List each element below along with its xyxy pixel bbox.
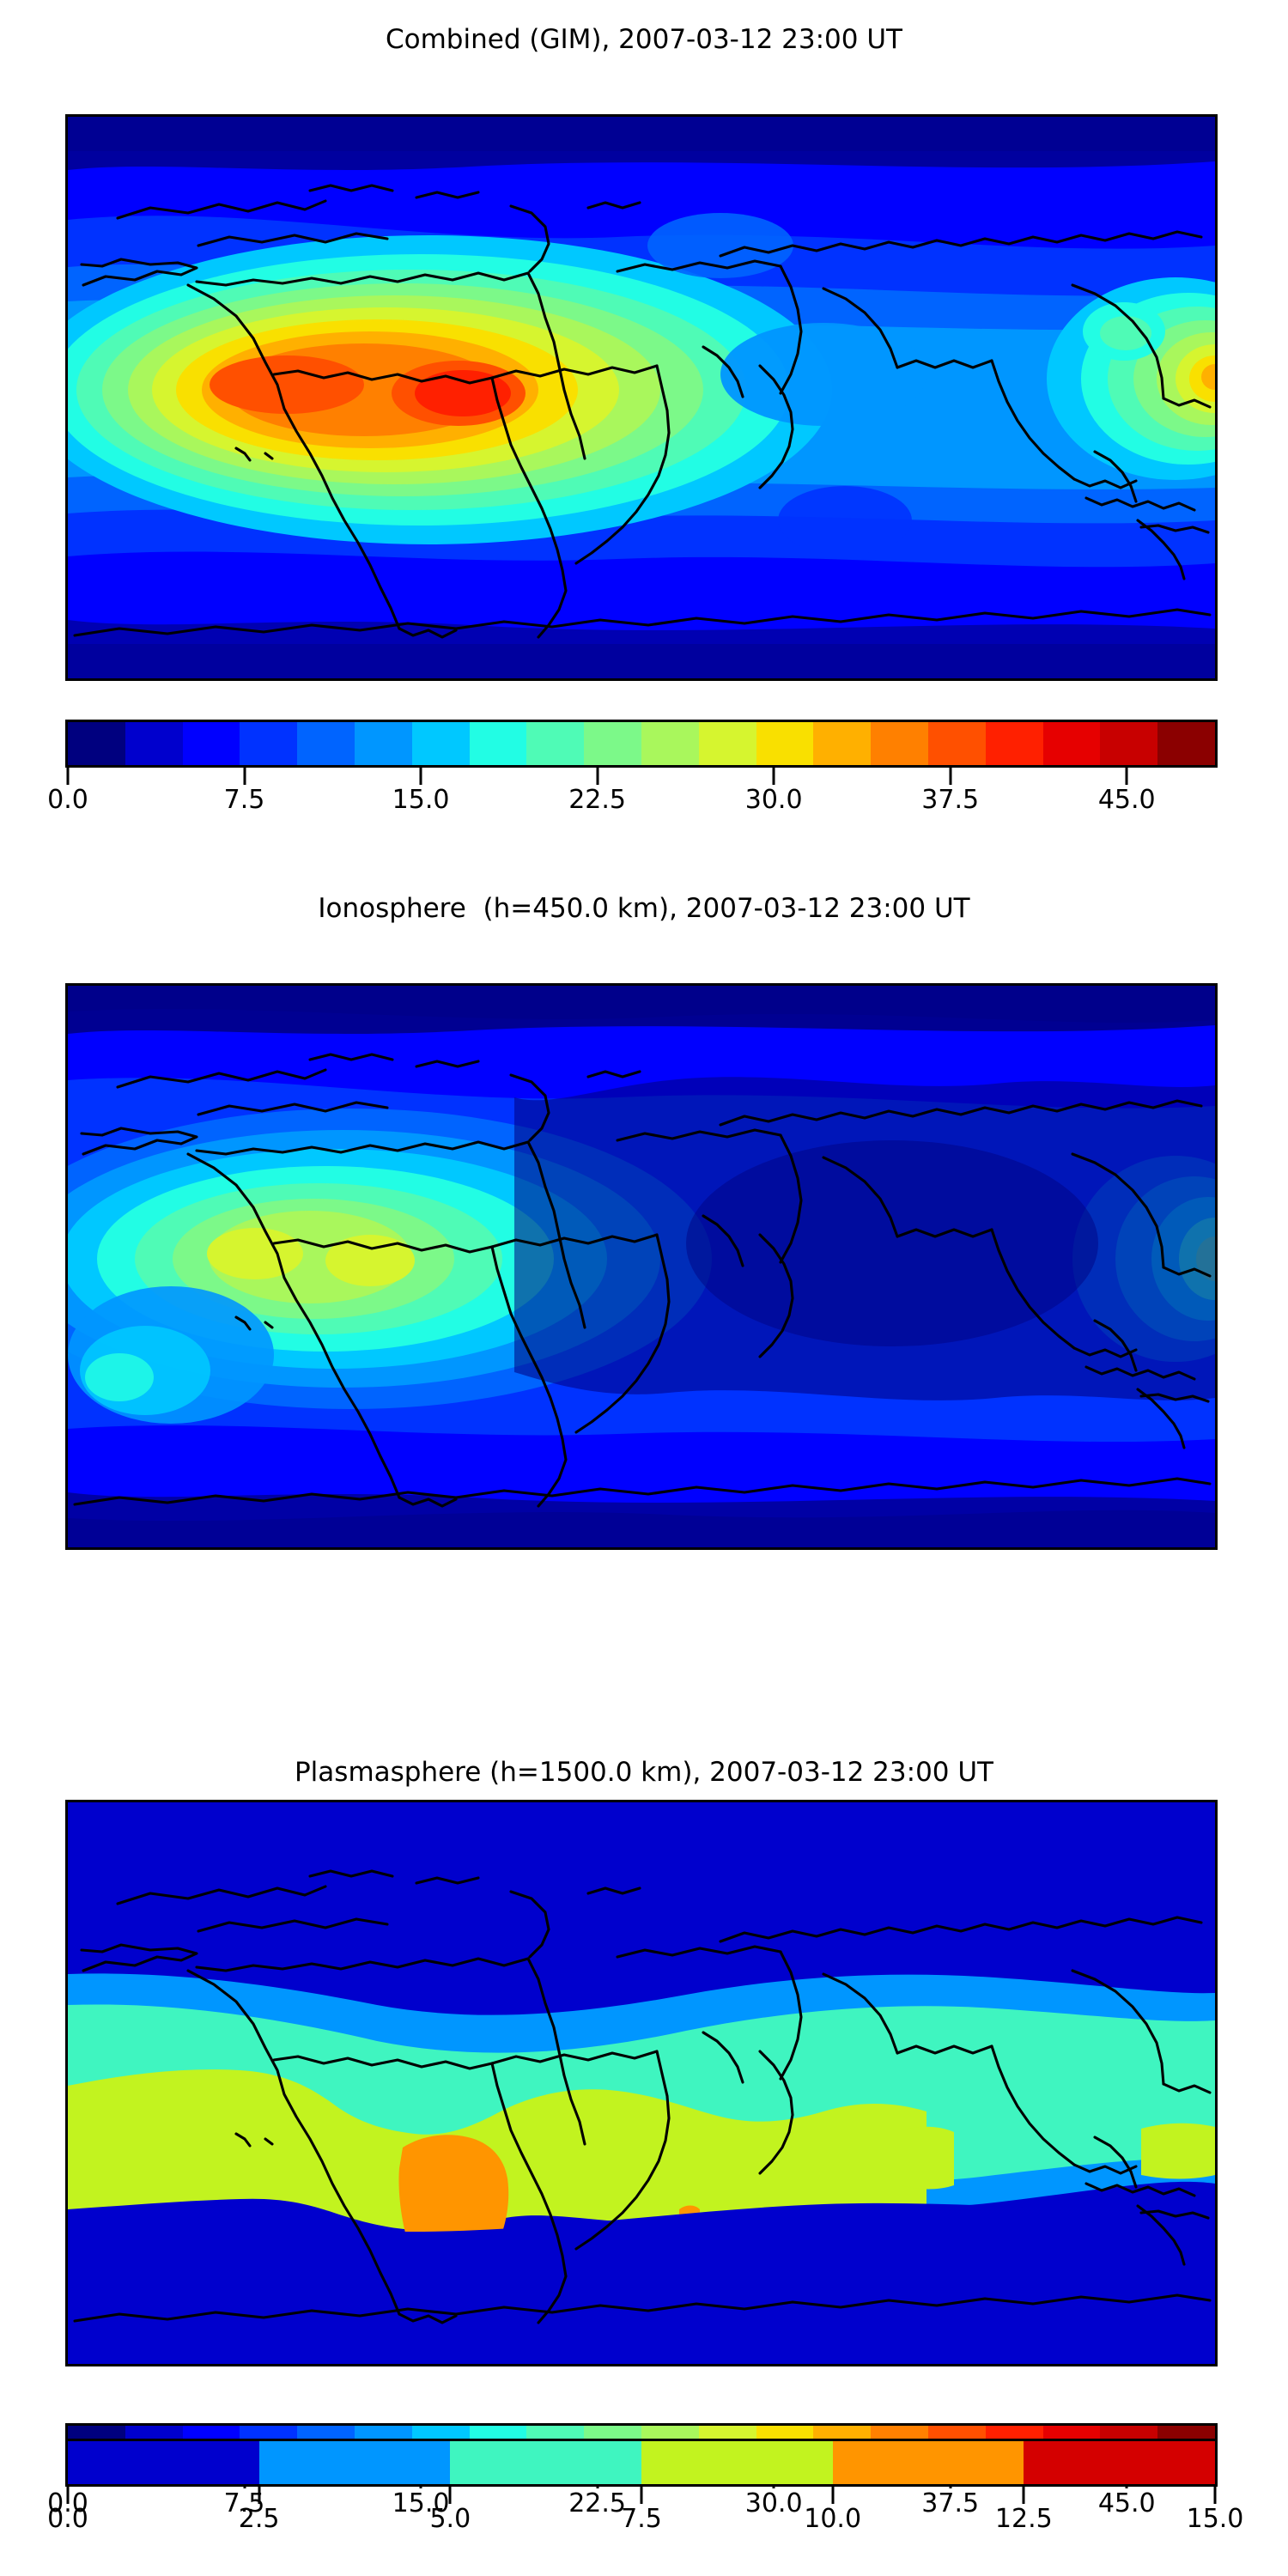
- colorbar-band: [698, 722, 756, 765]
- colorbar-band: [641, 722, 699, 765]
- colorbar-plasmasphere: 0.0 2.5 5.0 7.5 10.0 12.5 15.0: [47, 2439, 1243, 2537]
- colorbar-tick: [596, 768, 599, 785]
- field-svg-combined: [68, 117, 1215, 678]
- colorbar-band: [813, 722, 872, 765]
- colorbar-band: [1024, 2441, 1215, 2484]
- colorbar-tick-label: 2.5: [238, 2504, 280, 2534]
- colorbar-combined-gim: 0.0 7.5 15.0 22.5 30.0 37.5 45.0: [47, 720, 1218, 817]
- colorbar-tick-label: 45.0: [1097, 785, 1156, 815]
- colorbar-tick-label: 0.0: [47, 785, 88, 815]
- colorbar-band: [68, 722, 125, 765]
- colorbar-tick-label: 0.0: [47, 2504, 88, 2534]
- coastlines-combined: [73, 184, 1212, 639]
- coastlines-plasmasphere: [73, 1869, 1212, 2324]
- colorbar-band: [450, 2441, 642, 2484]
- colorbar-band: [1100, 722, 1158, 765]
- colorbar-tick-label: 15.0: [392, 2488, 450, 2518]
- colorbar-band: [871, 722, 928, 765]
- panel-ionosphere: Ionosphere (h=450.0 km), 2007-03-12 23:0…: [0, 859, 1288, 2518]
- colorbar-tick: [831, 2487, 835, 2504]
- colorbar-tick-label: 30.0: [744, 2488, 803, 2518]
- colorbar-tick-label: 12.5: [994, 2504, 1053, 2534]
- colorbar-band: [584, 722, 641, 765]
- colorbar-tick: [1125, 768, 1128, 785]
- colorbar-tick-label: 7.5: [621, 2504, 662, 2534]
- colorbar-band: [354, 722, 412, 765]
- colorbar-tick: [243, 768, 246, 785]
- colorbar-tick-label: 37.5: [921, 785, 980, 815]
- colorbar-band: [927, 722, 986, 765]
- field-svg-ionosphere: [68, 986, 1215, 1547]
- colorbar-tick-label: 45.0: [1097, 2488, 1156, 2518]
- colorbar-strip-plasmasphere: [65, 2439, 1218, 2487]
- map-field-ionosphere: [68, 986, 1215, 1547]
- map-ionosphere: [65, 983, 1218, 1550]
- colorbar-band: [258, 2441, 451, 2484]
- colorbar-tick-label: 10.0: [804, 2504, 862, 2534]
- map-field-combined-gim: [68, 117, 1215, 678]
- colorbar-tick: [448, 2487, 452, 2504]
- colorbar-axis-combined: 0.0 7.5 15.0 22.5 30.0 37.5 45.0: [47, 768, 1218, 817]
- colorbar-band: [1157, 722, 1215, 765]
- colorbar-tick: [772, 768, 775, 785]
- colorbar-band: [68, 2441, 259, 2484]
- coastlines-ionosphere: [73, 1053, 1212, 1508]
- colorbar-band: [297, 722, 355, 765]
- colorbar-tick: [66, 768, 70, 785]
- colorbar-tick-label: 37.5: [921, 2488, 980, 2518]
- colorbar-band: [240, 722, 298, 765]
- map-field-plasmasphere: [68, 1802, 1215, 2364]
- map-plasmasphere: [65, 1800, 1218, 2366]
- colorbar-strip-combined: [65, 720, 1218, 768]
- panel-title-plasmasphere: Plasmasphere (h=1500.0 km), 2007-03-12 2…: [294, 1757, 993, 1788]
- colorbar-tick: [949, 768, 952, 785]
- colorbar-tick-label: 15.0: [1186, 2504, 1244, 2534]
- colorbar-tick: [66, 2487, 70, 2504]
- colorbar-band: [526, 722, 585, 765]
- colorbar-tick-label: 5.0: [429, 2504, 471, 2534]
- colorbar-tick-label: 22.5: [568, 2488, 627, 2518]
- map-combined-gim: [65, 114, 1218, 681]
- colorbar-tick: [1022, 2487, 1025, 2504]
- colorbar-band: [469, 722, 527, 765]
- panel-plasmasphere: Plasmasphere (h=1500.0 km), 2007-03-12 2…: [0, 1731, 1288, 2576]
- colorbar-band: [985, 722, 1043, 765]
- colorbar-band: [411, 722, 470, 765]
- colorbar-band: [182, 722, 240, 765]
- colorbar-tick: [1213, 2487, 1217, 2504]
- colorbar-band: [756, 722, 814, 765]
- colorbar-tick-label: 15.0: [392, 785, 450, 815]
- field-svg-plasmasphere: [68, 1802, 1215, 2364]
- colorbar-tick: [258, 2487, 261, 2504]
- panel-title-combined-gim: Combined (GIM), 2007-03-12 23:00 UT: [386, 24, 902, 55]
- colorbar-tick-label: 7.5: [223, 785, 265, 815]
- colorbar-band: [1042, 722, 1101, 765]
- colorbar-band: [832, 2441, 1024, 2484]
- colorbar-tick-label: 22.5: [568, 785, 627, 815]
- colorbar-band: [641, 2441, 833, 2484]
- panel-title-ionosphere: Ionosphere (h=450.0 km), 2007-03-12 23:0…: [318, 893, 970, 924]
- colorbar-band: [125, 722, 183, 765]
- panel-combined-gim: Combined (GIM), 2007-03-12 23:00 UT: [0, 0, 1288, 859]
- colorbar-tick-label: 30.0: [744, 785, 803, 815]
- colorbar-tick: [640, 2487, 643, 2504]
- colorbar-tick: [419, 768, 422, 785]
- colorbar-axis-plasmasphere: 0.0 2.5 5.0 7.5 10.0 12.5 15.0: [47, 2487, 1243, 2537]
